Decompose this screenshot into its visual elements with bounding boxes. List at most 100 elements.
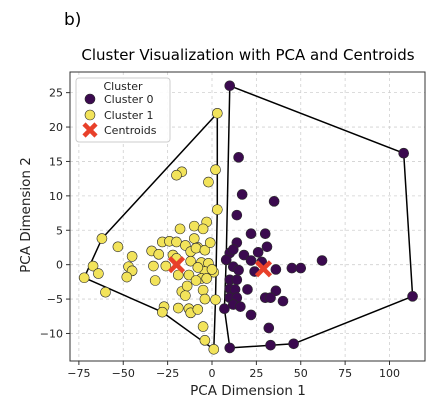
data-point (206, 264, 218, 275)
data-point (235, 301, 246, 312)
legend-marker (84, 109, 96, 121)
data-point (245, 228, 257, 240)
data-point (171, 236, 182, 248)
legend-marker (82, 122, 98, 138)
x-axis-label: PCA Dimension 1 (190, 383, 306, 399)
data-point (252, 246, 264, 258)
data-point (190, 275, 202, 286)
data-point (188, 220, 200, 232)
data-point (277, 295, 289, 307)
y-tick-label: 20 (49, 121, 63, 134)
x-tick-label: 100 (379, 367, 400, 380)
legend-entry-label: Cluster 1 (104, 109, 154, 122)
data-point (172, 269, 184, 281)
data-point (190, 242, 202, 254)
data-point (174, 223, 186, 235)
data-point (160, 260, 172, 272)
data-point (316, 255, 328, 266)
data-point (295, 262, 307, 274)
data-point (121, 271, 133, 283)
y-axis-label: PCA Dimension 2 (18, 157, 34, 273)
data-point (153, 249, 165, 260)
data-point (185, 255, 196, 267)
y-tick-label: −5 (47, 293, 63, 306)
data-point (93, 268, 104, 279)
data-point (203, 176, 214, 188)
legend-entry-label: Centroids (104, 124, 157, 137)
data-point (407, 291, 418, 302)
data-point (199, 244, 211, 256)
data-point (224, 80, 236, 92)
data-point (188, 233, 200, 244)
centroid-stroke (82, 122, 98, 138)
data-point (149, 275, 161, 286)
centroid-markers (167, 256, 273, 278)
data-point (100, 286, 111, 298)
data-point (233, 264, 244, 276)
data-point (245, 309, 257, 321)
centroid-marker (167, 256, 186, 274)
data-point (201, 273, 212, 284)
data-point (238, 249, 250, 261)
data-point (231, 274, 243, 286)
centroid-marker (254, 260, 273, 278)
centroid-stroke (167, 256, 186, 274)
panel-label: b) (64, 10, 82, 30)
data-point (268, 196, 280, 207)
data-point (171, 169, 182, 181)
data-point (242, 284, 253, 295)
data-point (192, 304, 204, 315)
data-point (228, 244, 239, 255)
hull-cluster-1 (83, 112, 219, 351)
cluster-hulls (83, 85, 414, 351)
data-point (231, 209, 243, 221)
data-point (219, 303, 230, 315)
data-point (212, 107, 223, 119)
y-tick-label: −10 (40, 327, 63, 340)
legend-box (75, 77, 171, 143)
centroid-stroke (254, 260, 273, 278)
series-cluster-0 (219, 80, 418, 354)
data-point (157, 306, 168, 318)
data-point (259, 228, 271, 240)
data-point (112, 241, 124, 253)
data-point (265, 292, 276, 303)
x-tick-label: 75 (338, 367, 352, 380)
series-cluster-1 (78, 107, 223, 355)
data-point (126, 251, 138, 262)
data-point (233, 152, 244, 163)
data-point (210, 294, 221, 306)
data-point (197, 223, 209, 235)
data-points (78, 80, 418, 355)
data-point (261, 241, 273, 253)
data-point (245, 255, 257, 266)
data-point (96, 233, 108, 244)
y-tick-label: 0 (56, 259, 63, 272)
data-point (220, 254, 232, 266)
data-point (180, 290, 191, 301)
data-point (263, 322, 275, 334)
data-point (197, 321, 209, 332)
data-point (199, 293, 211, 305)
data-point (210, 164, 221, 176)
y-tick-label: 10 (49, 190, 63, 203)
data-point (236, 189, 248, 200)
data-point (183, 269, 195, 281)
y-tick-label: 5 (56, 224, 63, 237)
hull-cluster-0 (223, 85, 414, 349)
legend-title: Cluster (103, 80, 143, 93)
x-tick-label: 50 (294, 367, 308, 380)
data-point (398, 147, 410, 159)
legend-marker (84, 93, 96, 105)
y-tick-label: 25 (49, 87, 63, 100)
data-point (265, 339, 276, 351)
data-point (192, 262, 204, 273)
y-tick-label: 15 (49, 155, 63, 168)
data-point (181, 280, 193, 292)
data-point (208, 344, 220, 355)
x-tick-label: −50 (112, 367, 135, 380)
data-point (148, 260, 159, 272)
x-tick-label: 25 (249, 367, 263, 380)
data-point (172, 302, 184, 314)
